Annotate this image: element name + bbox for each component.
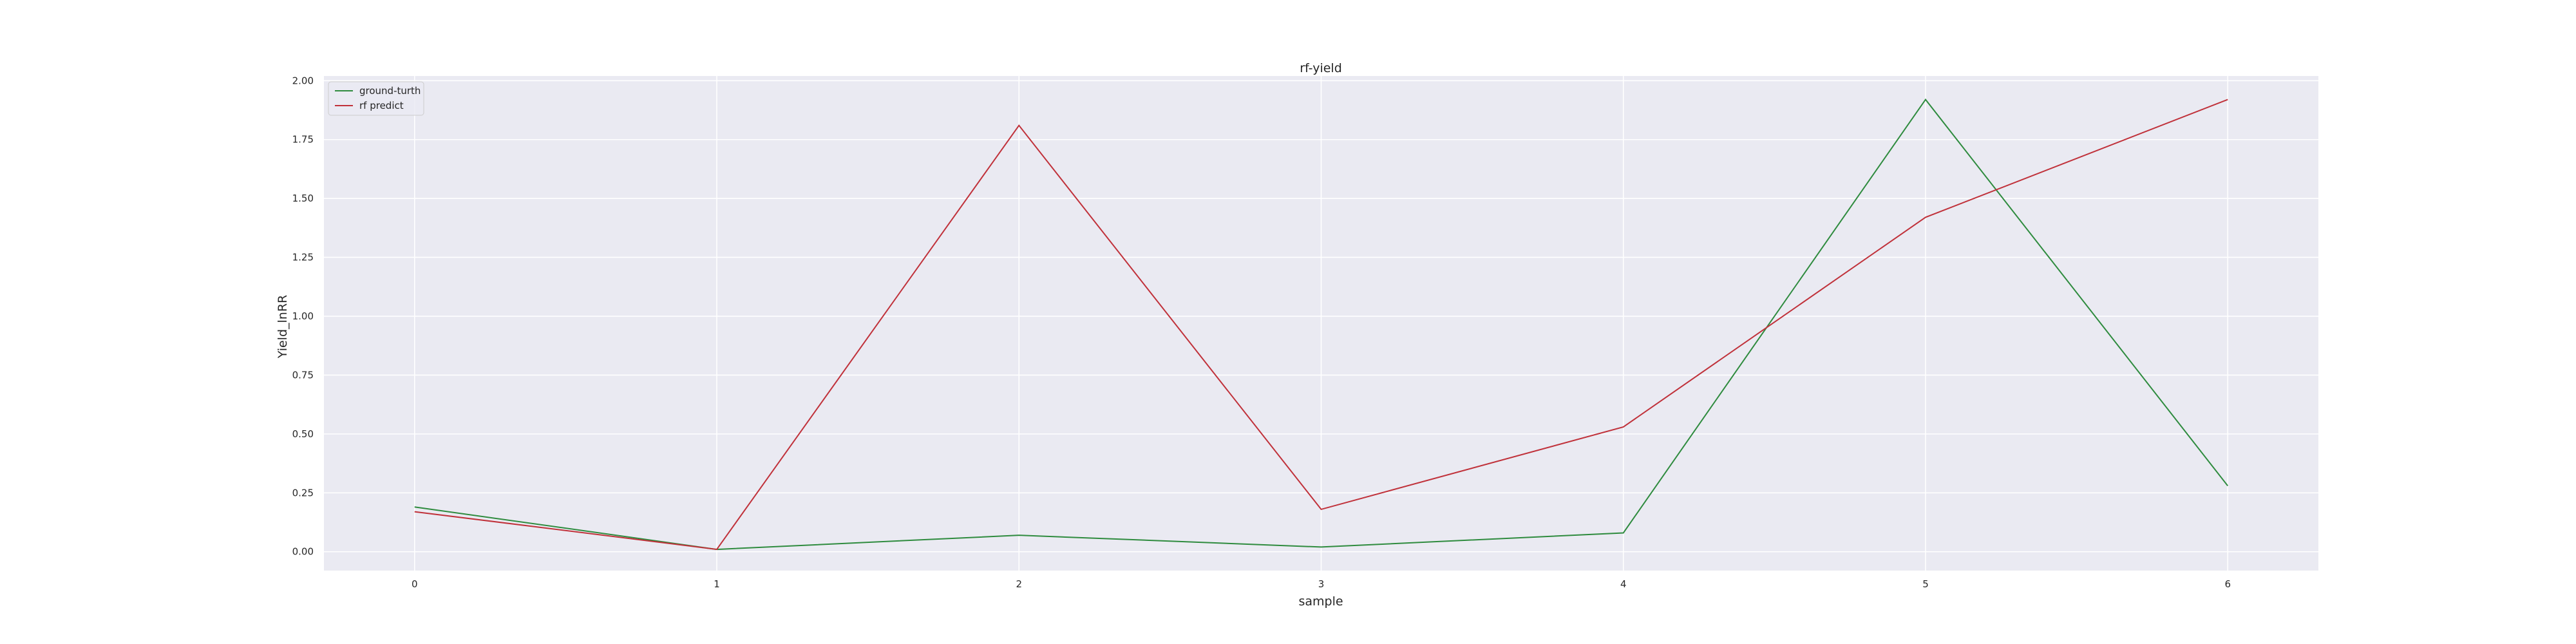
x-tick-label: 4 [1620,578,1627,590]
x-tick-label: 0 [412,578,418,590]
x-tick-label: 6 [2224,578,2231,590]
legend-label-ground-turth: ground-turth [359,85,421,97]
y-tick-label: 1.00 [292,310,314,322]
y-tick-label: 0.75 [292,369,314,381]
y-tick-label: 0.50 [292,428,314,440]
y-tick-label: 1.25 [292,252,314,263]
tick-labels: 0.00 0.25 0.50 0.75 1.00 1.25 1.50 1.75 2.00 0 1 2 3… [292,75,2231,590]
y-tick-label: 1.50 [292,193,314,204]
chart-title: rf-yield [1300,61,1342,75]
x-tick-label: 1 [714,578,720,590]
y-axis-label: Yield_lnRR [276,295,290,359]
x-tick-label: 5 [1922,578,1929,590]
y-tick-label: 2.00 [292,75,314,86]
x-tick-label: 3 [1318,578,1325,590]
y-tick-label: 1.75 [292,134,314,146]
y-tick-label: 0.25 [292,487,314,498]
legend: ground-turth rf predict [328,81,424,116]
legend-label-rf-predict: rf predict [359,100,404,111]
grid [324,76,2318,571]
x-tick-label: 2 [1016,578,1022,590]
x-axis-label: sample [1298,594,1343,609]
y-tick-label: 0.00 [292,546,314,558]
series-lines [414,98,2229,551]
